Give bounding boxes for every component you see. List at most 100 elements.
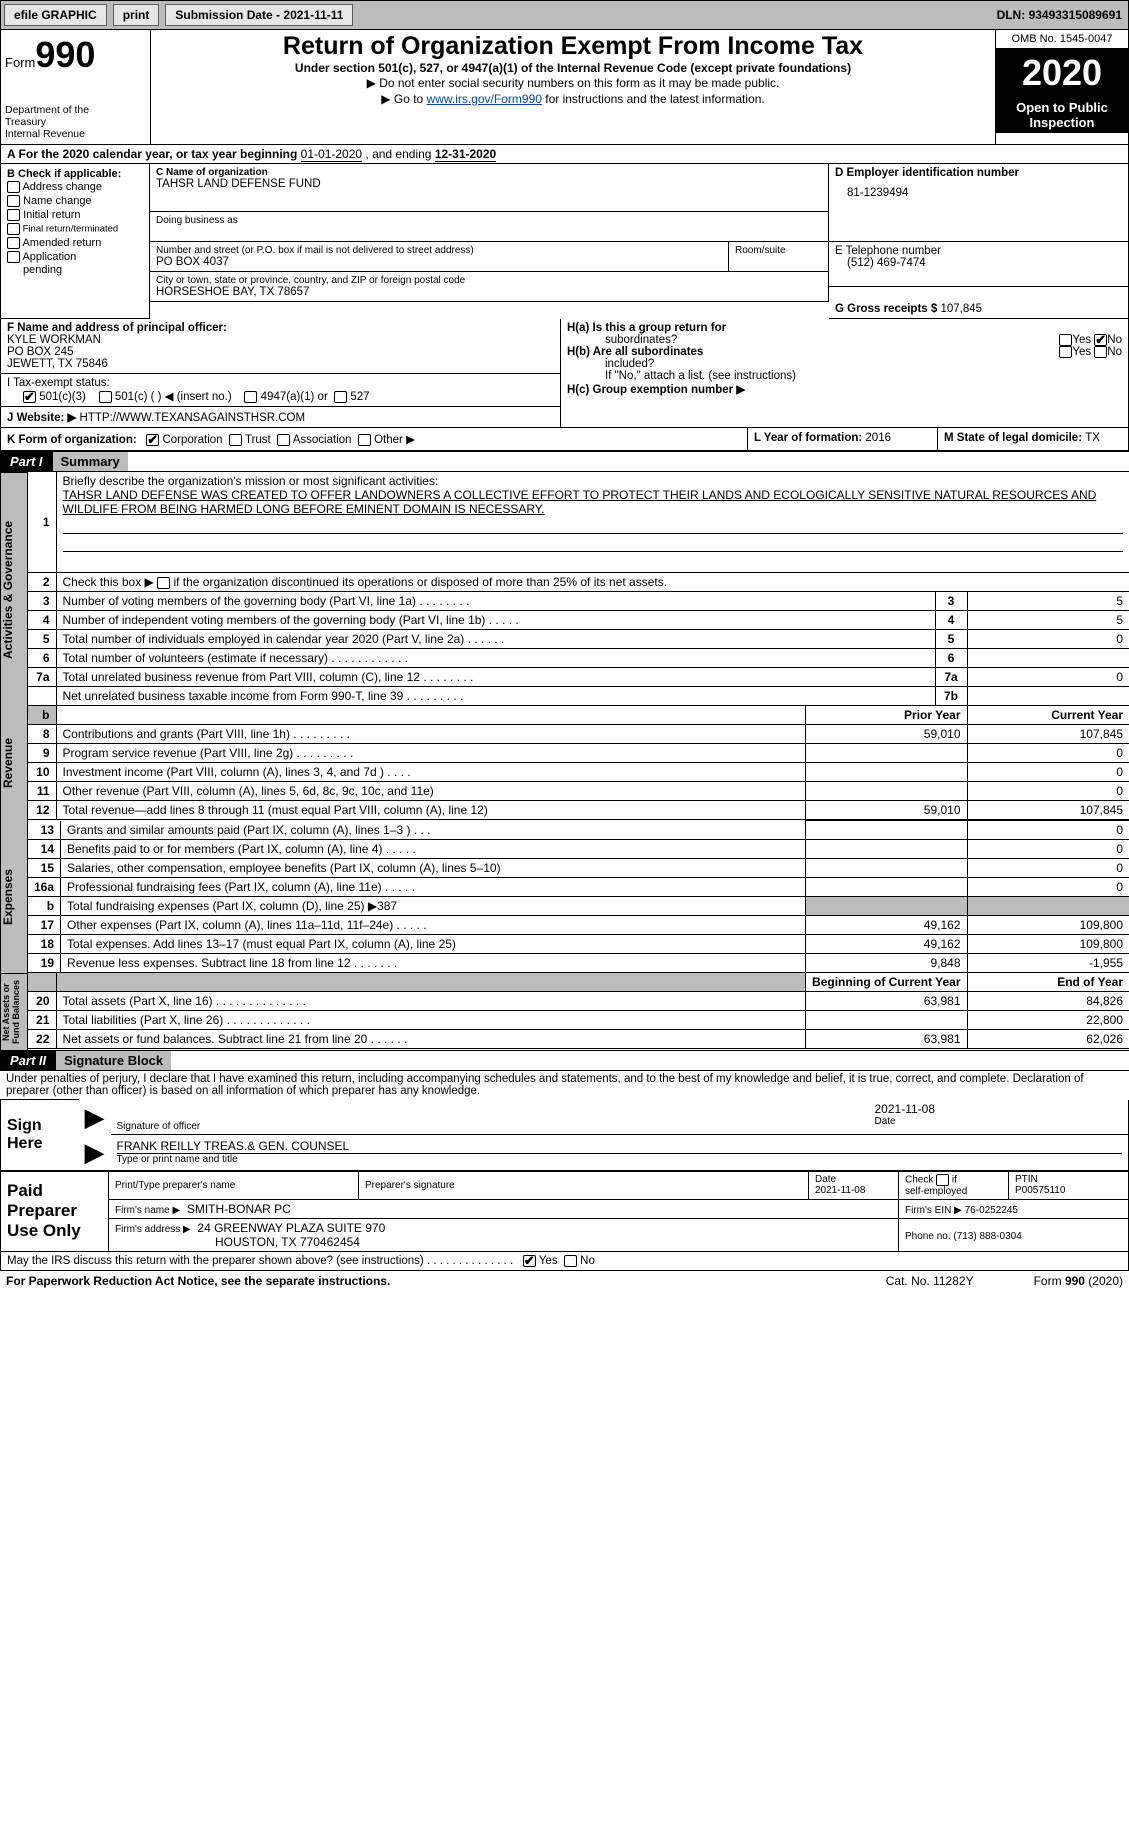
check-amended-return[interactable]: Amended return bbox=[7, 236, 143, 250]
revenue-table: b Prior Year Current Year 8Contributions… bbox=[28, 706, 1129, 820]
dept-line2: Treasury bbox=[5, 116, 146, 128]
check-discuss-yes[interactable] bbox=[523, 1255, 536, 1267]
paid-label-3: Use Only bbox=[7, 1221, 102, 1241]
gross-receipts-label: G Gross receipts $ bbox=[835, 303, 940, 315]
note2-pre: ▶ Go to bbox=[381, 92, 426, 106]
section-b-heading: B Check if applicable: bbox=[7, 168, 121, 180]
check-address-change[interactable]: Address change bbox=[7, 180, 143, 194]
ein-label: D Employer identification number bbox=[835, 167, 1019, 179]
discuss-question: May the IRS discuss this return with the… bbox=[7, 1255, 513, 1267]
table-row: 17Other expenses (Part IX, column (A), l… bbox=[28, 916, 1129, 935]
check-ha-no[interactable] bbox=[1094, 334, 1107, 346]
print-button[interactable]: print bbox=[113, 4, 160, 26]
pra-notice: For Paperwork Reduction Act Notice, see … bbox=[6, 1274, 390, 1288]
check-501c3[interactable] bbox=[23, 391, 36, 403]
check-discuss-no[interactable] bbox=[564, 1255, 577, 1267]
table-row: 21Total liabilities (Part X, line 26) . … bbox=[28, 1011, 1129, 1030]
check-hb-no[interactable] bbox=[1094, 346, 1107, 358]
firm-addr-label: Firm's address ▶ bbox=[115, 1224, 191, 1235]
firm-phone-value: (713) 888-0304 bbox=[953, 1231, 1021, 1242]
ha-label: H(a) Is this a group return for bbox=[567, 322, 726, 334]
part-1-body: Activities & Governance 1 Briefly descri… bbox=[0, 472, 1129, 706]
opt-other: Other ▶ bbox=[374, 434, 415, 446]
table-row: 18Total expenses. Add lines 13–17 (must … bbox=[28, 935, 1129, 954]
ptin-value: P00575110 bbox=[1015, 1185, 1122, 1196]
phone-value: (512) 469-7474 bbox=[835, 257, 1122, 269]
part-2-title: Signature Block bbox=[56, 1051, 171, 1070]
discuss-row: May the IRS discuss this return with the… bbox=[0, 1252, 1129, 1271]
checkbox-icon bbox=[7, 209, 20, 221]
check-final-return[interactable]: Final return/terminated bbox=[7, 222, 143, 236]
check-name-change[interactable]: Name change bbox=[7, 194, 143, 208]
check-self-employed[interactable] bbox=[936, 1174, 949, 1186]
yes-label: Yes bbox=[1072, 346, 1091, 358]
part-1-bar: Part I bbox=[0, 452, 53, 471]
yes-label: Yes bbox=[539, 1255, 558, 1267]
year-formation-label: L Year of formation: bbox=[754, 432, 865, 444]
table-row: 12Total revenue—add lines 8 through 11 (… bbox=[28, 801, 1129, 820]
check-label: Initial return bbox=[23, 209, 80, 221]
form-number: 990 bbox=[35, 34, 95, 75]
table-row: 10Investment income (Part VIII, column (… bbox=[28, 763, 1129, 782]
opt-501c: 501(c) ( ) ◀ (insert no.) bbox=[115, 391, 232, 403]
q2-text: Check this box ▶ if the organization dis… bbox=[63, 575, 668, 589]
exempt-status-label: I Tax-exempt status: bbox=[7, 377, 110, 389]
sign-here-block: Sign Here ▶ Signature of officer 2021-11… bbox=[0, 1099, 1129, 1171]
dln: DLN: 93493315089691 bbox=[997, 8, 1128, 22]
table-row: bTotal fundraising expenses (Part IX, co… bbox=[28, 897, 1129, 916]
opt-501c3: 501(c)(3) bbox=[39, 391, 86, 403]
firm-addr-2: HOUSTON, TX 770462454 bbox=[115, 1235, 360, 1249]
submission-date-label: Submission Date - bbox=[175, 8, 283, 22]
section-revenue: Revenue b Prior Year Current Year 8Contr… bbox=[0, 706, 1129, 820]
efile-button[interactable]: efile GRAPHIC bbox=[4, 4, 107, 26]
checkbox-icon bbox=[7, 195, 20, 207]
prep-date-value: 2021-11-08 bbox=[815, 1185, 892, 1196]
check-trust[interactable] bbox=[229, 434, 242, 446]
table-row: 20Total assets (Part X, line 16) . . . .… bbox=[28, 992, 1129, 1011]
check-hb-yes[interactable] bbox=[1059, 346, 1072, 358]
submission-date-value: 2021-11-11 bbox=[283, 8, 343, 22]
header-right: OMB No. 1545-0047 2020 Open to Public In… bbox=[996, 30, 1128, 144]
check-corp[interactable] bbox=[146, 434, 159, 446]
check-application-pending[interactable]: Application bbox=[7, 250, 143, 264]
firm-phone-label: Phone no. bbox=[905, 1231, 953, 1242]
check-label: Address change bbox=[22, 181, 102, 193]
submission-date-badge: Submission Date - 2021-11-11 bbox=[165, 4, 353, 26]
check-initial-return[interactable]: Initial return bbox=[7, 208, 143, 222]
arrow-icon: ▶ bbox=[79, 1135, 111, 1171]
section-b: B Check if applicable: Address change Na… bbox=[0, 164, 150, 319]
note2-post: for instructions and the latest informat… bbox=[542, 92, 765, 106]
dept-line3: Internal Revenue bbox=[5, 128, 146, 140]
ein-value: 81-1239494 bbox=[835, 179, 1122, 199]
table-row: 22Net assets or fund balances. Subtract … bbox=[28, 1030, 1129, 1049]
sign-label-2: Here bbox=[7, 1135, 73, 1153]
opt-corp: Corporation bbox=[162, 434, 222, 446]
mission-label: Briefly describe the organization's miss… bbox=[63, 474, 439, 488]
part-1-header: Part I Summary bbox=[0, 451, 1129, 472]
instructions-link[interactable]: www.irs.gov/Form990 bbox=[427, 92, 542, 106]
check-label: Amended return bbox=[22, 237, 101, 249]
check-assoc[interactable] bbox=[277, 434, 290, 446]
table-row: 7aTotal unrelated business revenue from … bbox=[28, 668, 1129, 687]
firm-ein-value: 76-0252245 bbox=[965, 1205, 1018, 1216]
net-assets-table: Beginning of Current Year End of Year 20… bbox=[28, 973, 1129, 1049]
check-discontinued[interactable] bbox=[157, 577, 170, 589]
tax-year: 2020 bbox=[996, 49, 1128, 97]
check-501c[interactable] bbox=[99, 391, 112, 403]
no-label: No bbox=[1107, 334, 1122, 346]
check-4947[interactable] bbox=[244, 391, 257, 403]
prep-name-label: Print/Type preparer's name bbox=[115, 1180, 352, 1191]
check-527[interactable] bbox=[334, 391, 347, 403]
omb-number: OMB No. 1545-0047 bbox=[996, 30, 1128, 49]
prep-date-label: Date bbox=[815, 1174, 892, 1185]
hdr-prior-year: Prior Year bbox=[904, 708, 960, 722]
section-net-assets: Net Assets or Fund Balances Beginning of… bbox=[0, 973, 1129, 1050]
dba-label: Doing business as bbox=[156, 215, 822, 226]
table-row: 4Number of independent voting members of… bbox=[28, 611, 1129, 630]
open-to-public: Open to Public Inspection bbox=[996, 97, 1128, 133]
sign-label-1: Sign bbox=[7, 1117, 73, 1135]
check-ha-yes[interactable] bbox=[1059, 334, 1072, 346]
officer-name: KYLE WORKMAN bbox=[7, 334, 554, 346]
hb-note: If "No," attach a list. (see instruction… bbox=[567, 370, 1122, 382]
check-other[interactable] bbox=[358, 434, 371, 446]
